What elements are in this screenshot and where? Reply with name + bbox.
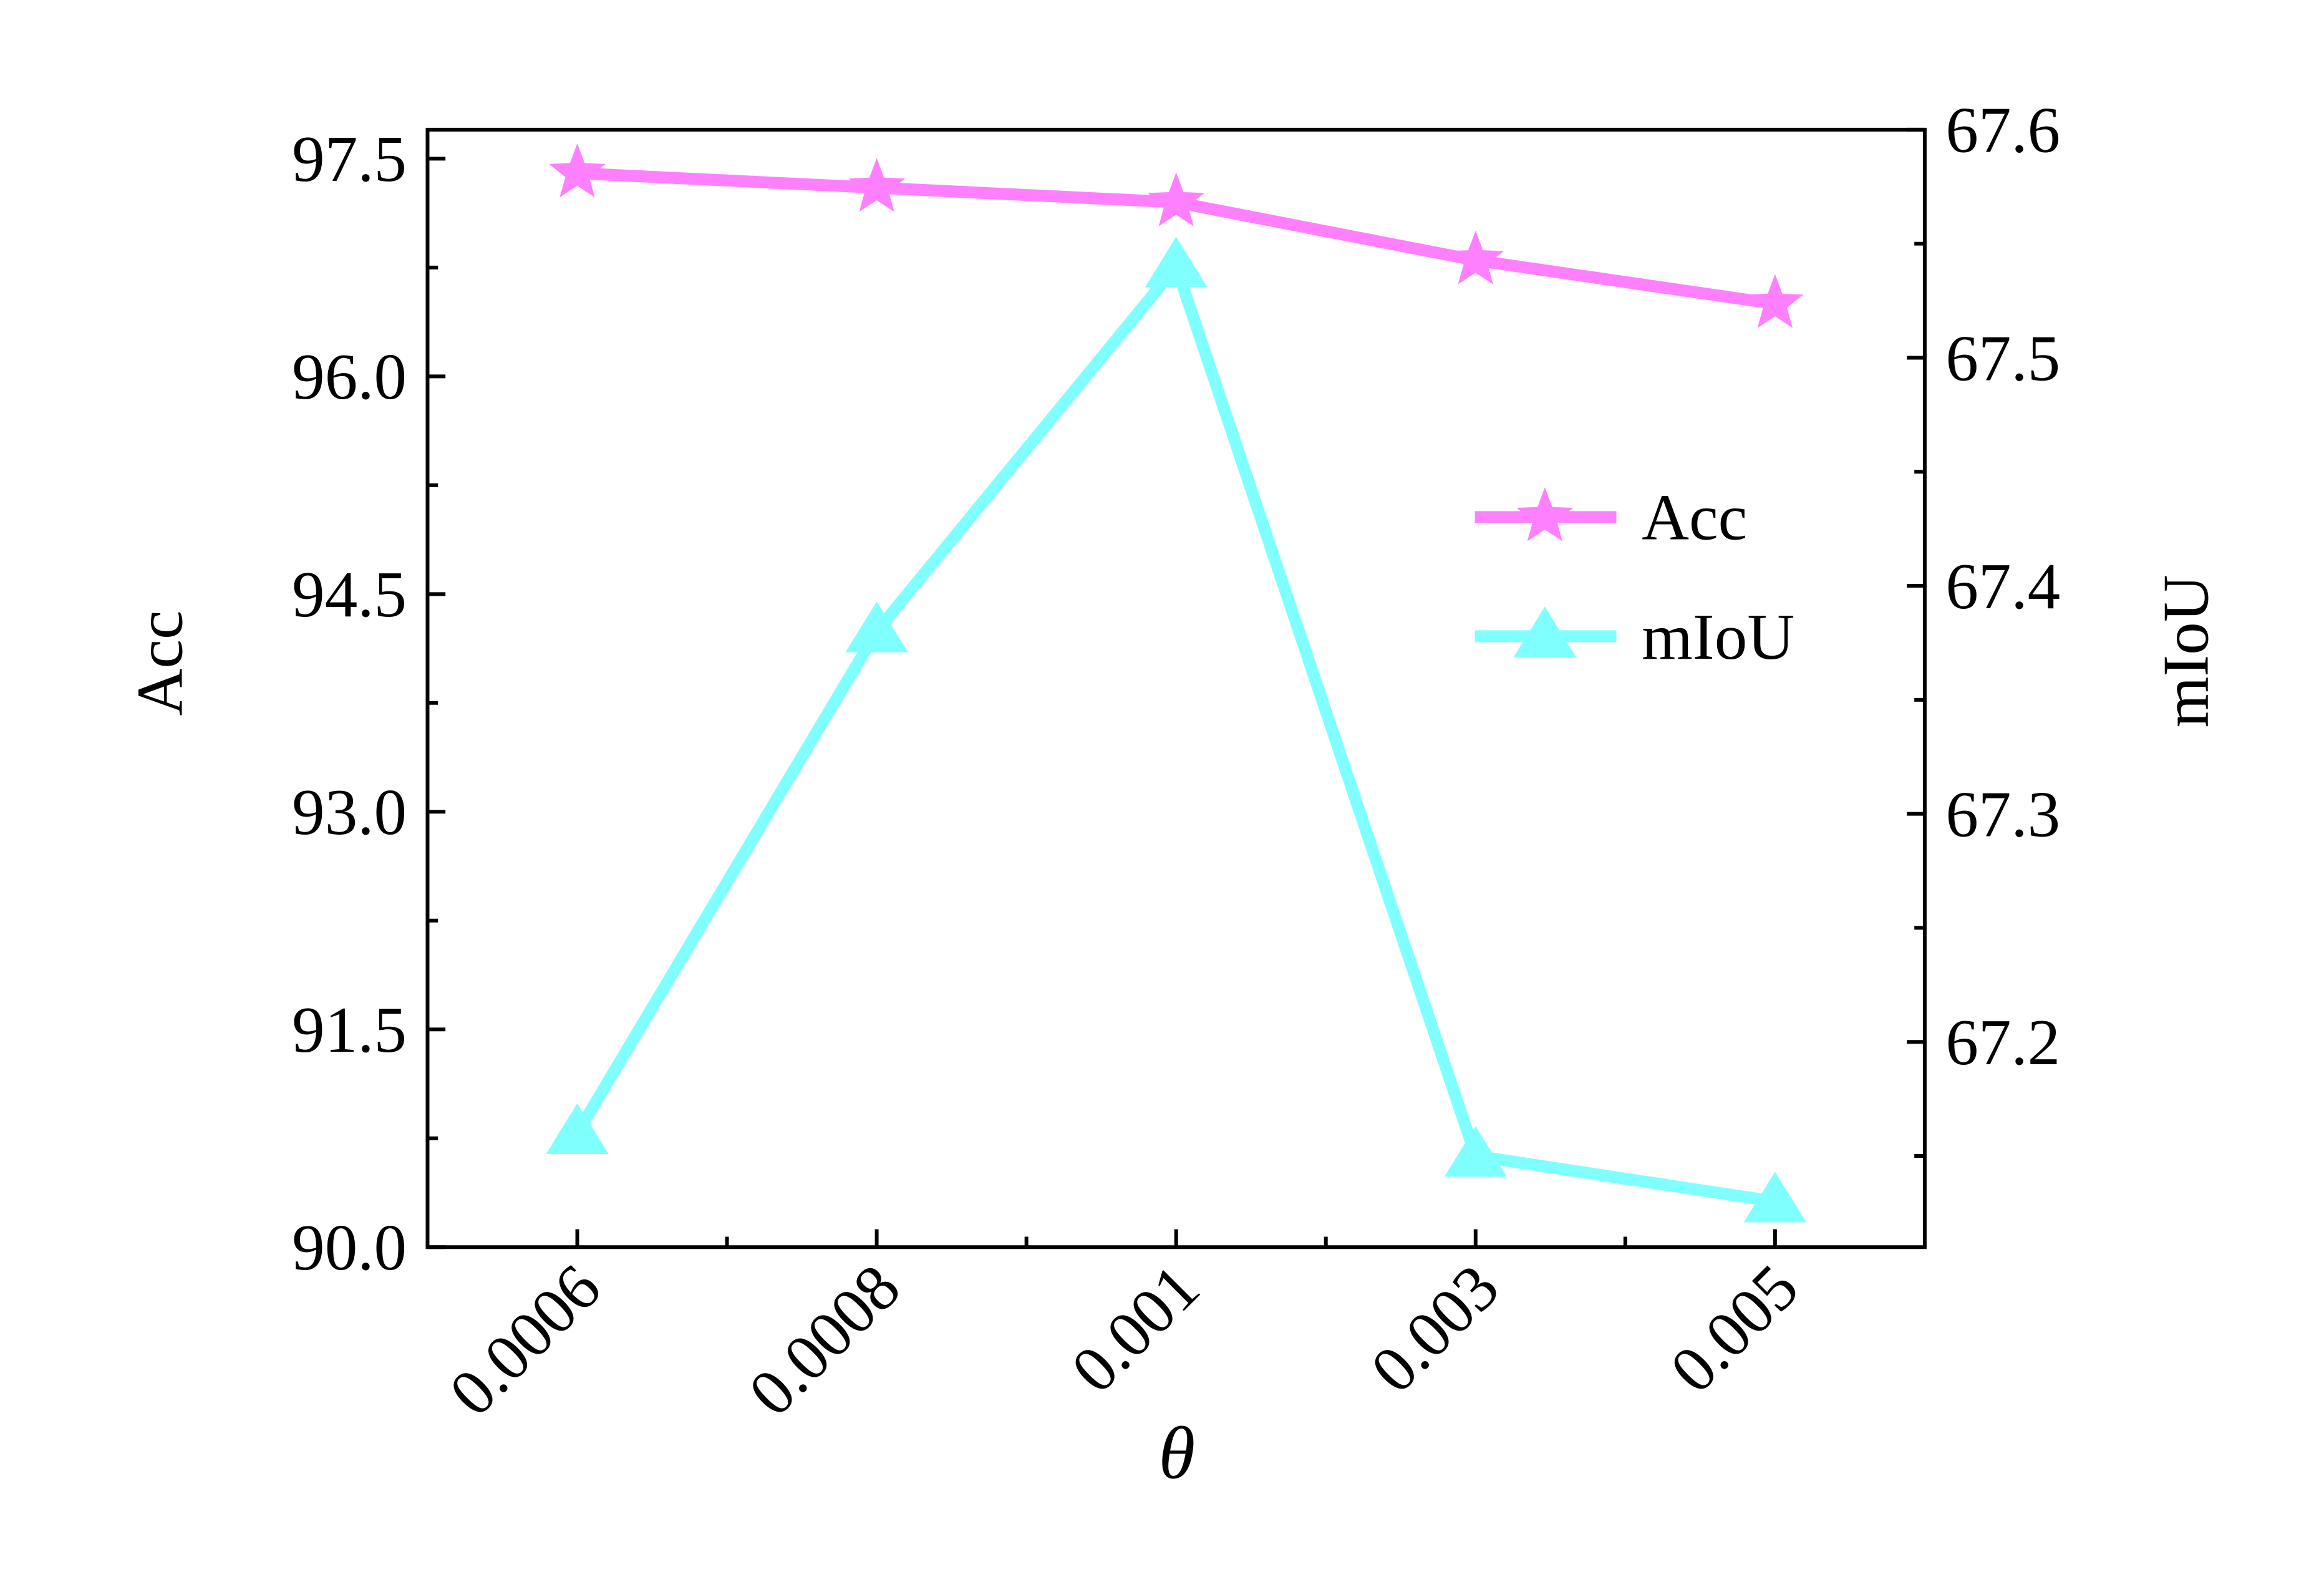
y-tick-label: 91.5 xyxy=(292,993,407,1066)
legend-label: mIoU xyxy=(1642,600,1794,673)
data-point xyxy=(1148,172,1205,226)
legend-marker xyxy=(1513,606,1576,657)
data-point xyxy=(1746,274,1804,328)
y2-tick-label: 67.5 xyxy=(1945,321,2060,394)
y-tick-label: 97.5 xyxy=(292,122,407,195)
y-tick-label: 90.0 xyxy=(292,1211,407,1284)
x-tick-label: 0.003 xyxy=(1357,1250,1513,1406)
data-point xyxy=(549,143,606,198)
y2-tick-label: 67.6 xyxy=(1945,94,2060,167)
x-tick-label: 0.0006 xyxy=(435,1250,614,1429)
y2-axis-label: mIoU xyxy=(2149,575,2222,727)
y2-tick-label: 67.2 xyxy=(1945,1006,2060,1079)
y-tick-label: 93.0 xyxy=(292,775,407,848)
x-tick-label: 0.0008 xyxy=(735,1250,914,1429)
x-tick-label: 0.005 xyxy=(1656,1250,1812,1406)
y2-tick-label: 67.4 xyxy=(1945,550,2060,623)
data-point xyxy=(1447,230,1504,284)
x-axis-label: θ xyxy=(1159,1412,1196,1494)
y-axis-label: Acc xyxy=(123,610,196,716)
legend-label: Acc xyxy=(1642,481,1747,554)
legend-marker xyxy=(1516,487,1574,541)
data-point xyxy=(1743,1172,1807,1223)
x-tick-label: 0.001 xyxy=(1057,1250,1213,1406)
series-line xyxy=(572,260,1776,1208)
data-point xyxy=(848,158,905,212)
y-tick-label: 94.5 xyxy=(292,558,407,631)
data-point xyxy=(1145,236,1208,288)
data-point xyxy=(1444,1126,1507,1177)
y2-tick-label: 67.3 xyxy=(1945,777,2060,850)
y-tick-label: 96.0 xyxy=(292,340,407,413)
data-point xyxy=(845,601,908,653)
data-point xyxy=(546,1103,609,1154)
